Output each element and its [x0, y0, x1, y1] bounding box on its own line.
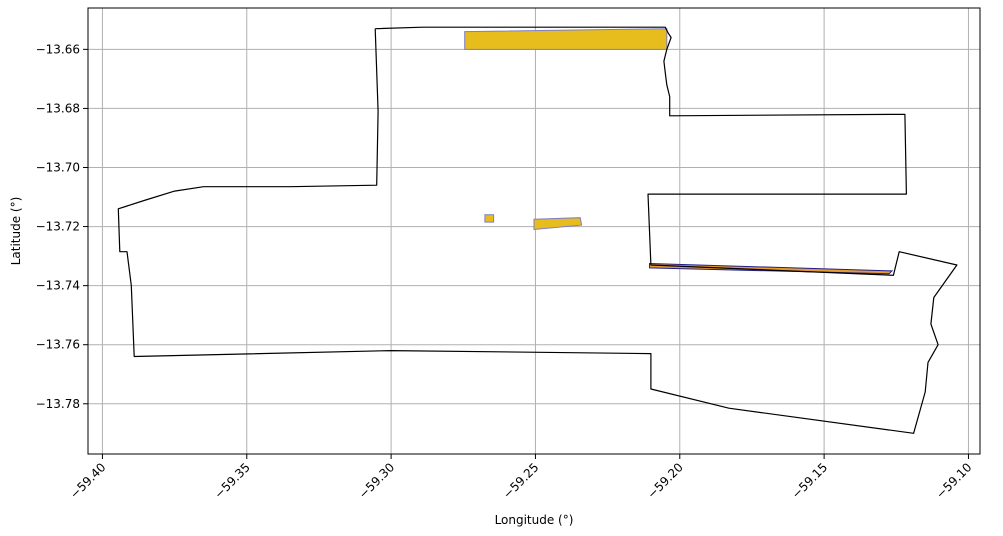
y-axis-label: Latitude (°) [9, 197, 23, 266]
y-tick-label-6: −13.78 [36, 397, 80, 411]
x-axis-label: Longitude (°) [495, 513, 574, 527]
y-tick-label-4: −13.74 [36, 279, 80, 293]
y-tick-label-5: −13.76 [36, 338, 80, 352]
y-tick-label-1: −13.68 [36, 101, 80, 115]
y-tick-label-2: −13.70 [36, 160, 80, 174]
land-patch-1 [485, 215, 494, 222]
land-patch-0 [465, 29, 667, 50]
y-tick-label-0: −13.66 [36, 42, 80, 56]
y-tick-label-3: −13.72 [36, 220, 80, 234]
